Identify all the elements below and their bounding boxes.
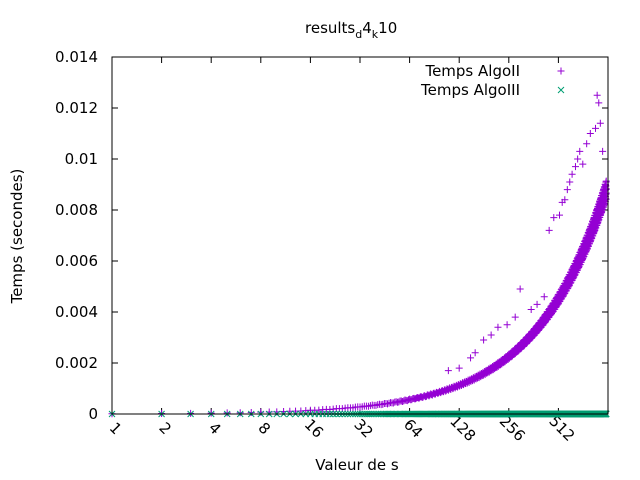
x-tick-label: 16 [301,415,327,441]
data-point [574,155,582,163]
data-point [566,178,574,186]
data-point [595,99,603,107]
data-point [247,408,255,416]
data-point [561,196,569,204]
data-point [550,214,558,222]
data-point [527,305,535,313]
data-point [533,300,541,308]
y-tick-label: 0.002 [55,354,98,372]
title-sub1: d [355,28,362,41]
y-tick-label: 0.014 [55,48,98,66]
data-point [471,349,479,357]
legend: Temps AlgoII Temps AlgoIII [420,62,565,99]
title-base: results [305,19,355,37]
data-point [540,293,548,301]
data-point [511,313,519,321]
y-axis-ticks: 0 0.002 0.004 0.006 0.008 0.01 0.012 0.014 [55,48,608,423]
legend-marker-algoii [557,67,565,75]
data-point [455,364,463,372]
data-point [384,400,392,408]
data-point [602,189,610,197]
data-point [503,321,511,329]
data-point [579,160,587,168]
x-tick-label: 32 [350,415,376,441]
data-point [592,124,600,132]
legend-marker-algoiii [557,86,565,94]
legend-label-algoiii: Temps AlgoIII [420,81,520,99]
data-point [586,130,594,137]
data-point [372,401,380,409]
data-point [494,323,502,331]
y-tick-label: 0.004 [55,303,98,321]
x-axis-ticks: 1 2 4 8 16 32 64 128 256 512 [106,57,578,445]
y-tick-label: 0.008 [55,201,98,219]
legend-cross-marker [557,86,565,94]
data-point [599,147,607,155]
y-tick-label: 0.006 [55,252,98,270]
chart-title: resultsd4k10 [305,19,397,41]
data-point [556,211,564,219]
series-algoii [108,91,610,418]
data-point [593,91,601,99]
y-tick-label: 0.012 [55,99,98,117]
data-point [467,354,475,362]
y-tick-label: 0.01 [65,150,98,168]
data-point [602,177,610,185]
title-mid: 4 [362,19,372,37]
x-tick-label: 8 [255,419,274,438]
data-point [207,409,215,417]
data-point [444,367,452,375]
data-point [223,409,231,417]
x-tick-label: 1 [106,419,125,438]
svg-text:resultsd4k10: resultsd4k10 [305,19,397,41]
title-tail: 10 [378,19,397,37]
data-points [108,91,610,418]
x-axis-label: Valeur de s [315,456,399,474]
data-point [563,186,571,194]
data-point [487,331,495,339]
data-point [545,226,553,234]
data-point [480,336,488,344]
y-axis-label: Temps (secondes) [8,169,26,305]
data-point [516,285,524,293]
x-tick-label: 4 [205,419,224,438]
data-point [596,119,604,127]
plot-frame [111,56,609,415]
x-tick-label: 64 [400,415,426,441]
data-point [576,147,584,155]
legend-plus-marker [557,67,565,75]
data-point [568,170,576,178]
legend-label-algoii: Temps AlgoII [424,62,520,80]
x-tick-label: 2 [155,419,174,438]
title-sub2: k [372,28,379,41]
data-point [236,409,244,417]
data-point [571,163,579,171]
y-tick-label: 0 [88,405,98,423]
data-point [583,140,591,148]
